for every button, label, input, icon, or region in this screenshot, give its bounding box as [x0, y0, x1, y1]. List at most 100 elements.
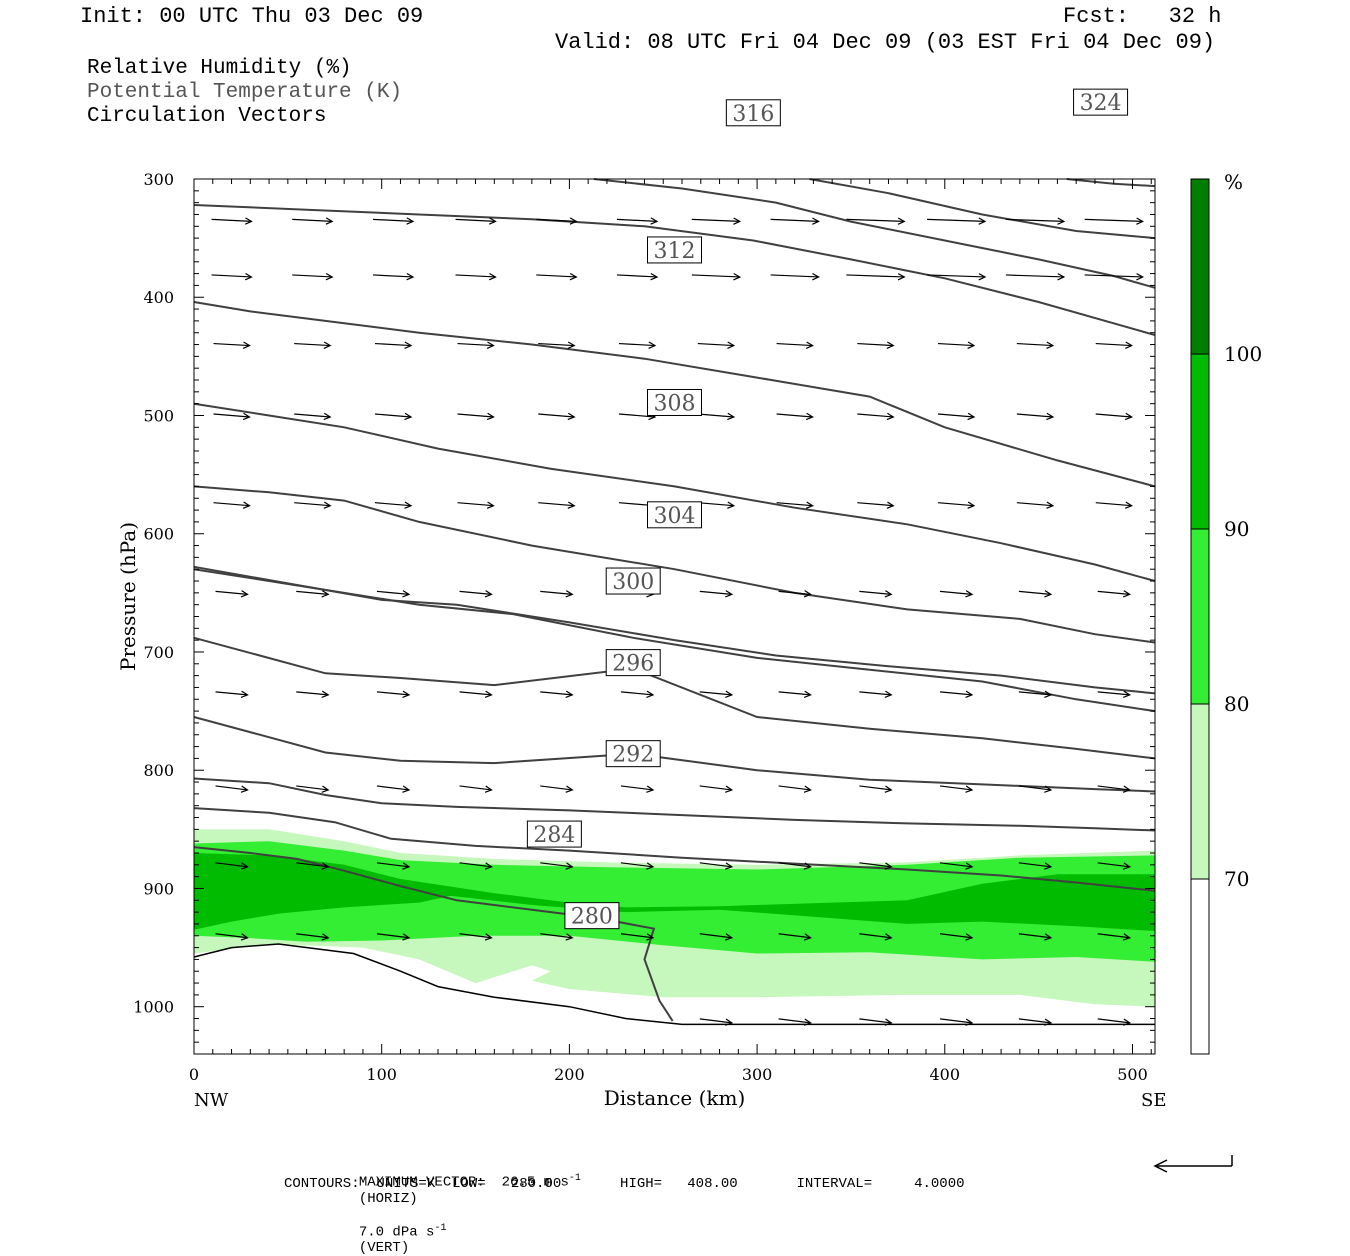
theta-label-324: 324: [1073, 88, 1129, 116]
vector-arrow-icon: [292, 217, 334, 225]
rh-band-2: [194, 853, 1155, 931]
vector-arrow-icon: [857, 412, 895, 421]
vector-arrow-icon: [457, 501, 495, 509]
max-vector-arrow-icon: [1153, 1155, 1233, 1173]
terrain-line: [193, 943, 1155, 1026]
vector-arrow-icon: [459, 862, 493, 870]
theta-label-280: 280: [564, 902, 620, 930]
vector-arrow-icon: [1018, 785, 1053, 793]
x-tick-label: 500: [1117, 1065, 1148, 1084]
vector-arrow-icon: [699, 933, 734, 941]
vector-arrow-icon: [776, 341, 814, 349]
vector-arrow-icon: [296, 933, 330, 941]
init-time: Init: 00 UTC Thu 03 Dec 09: [80, 4, 424, 29]
vector-arrow-icon: [857, 501, 895, 509]
theta-contour-308: [193, 485, 1156, 644]
y-axis-label: Pressure (hPa): [116, 522, 140, 671]
colorbar-unit: %: [1224, 170, 1243, 194]
colorbar-frame: [1190, 178, 1210, 1055]
vector-arrow-icon: [616, 217, 659, 225]
colorbar-label: 80: [1224, 692, 1249, 716]
vector-arrow-icon: [778, 690, 812, 698]
vector-arrow-icon: [938, 341, 976, 349]
theta-contour-304: [193, 565, 1156, 695]
vector-arrow-icon: [540, 590, 574, 598]
vector-arrow-icon: [292, 272, 334, 281]
x-end-label-right: SE: [1141, 1090, 1166, 1111]
vector-arrow-icon: [211, 217, 253, 225]
vector-arrow-icon: [296, 690, 330, 698]
circulation-vectors: [211, 217, 1145, 1026]
vector-arrow-icon: [1018, 590, 1053, 598]
vector-arrow-icon: [215, 862, 249, 870]
vector-arrow-icon: [778, 933, 812, 941]
vector-arrow-icon: [776, 412, 814, 421]
vector-arrow-icon: [778, 1018, 812, 1026]
vector-arrow-icon: [374, 412, 413, 421]
vector-arrow-icon: [211, 272, 253, 281]
vector-arrow-icon: [459, 590, 493, 598]
vector-arrow-icon: [859, 590, 893, 598]
vector-arrow-icon: [459, 933, 493, 941]
theta-label-308: 308: [647, 388, 702, 416]
vector-arrow-icon: [457, 341, 495, 349]
colorbar-label: 100: [1224, 342, 1262, 366]
svg-text:324: 324: [1080, 91, 1122, 116]
vector-arrow-icon: [778, 785, 812, 793]
colorbar-segment: [1191, 879, 1209, 1054]
max-vector-label: MAXIMUM VECTOR: 26.5 m s: [358, 1174, 569, 1191]
vector-arrow-icon: [538, 501, 576, 509]
vector-arrow-icon: [376, 690, 411, 698]
vector-arrow-icon: [778, 862, 812, 870]
vector-arrow-icon: [620, 785, 655, 793]
vector-arrow-icon: [540, 933, 574, 941]
vector-arrow-icon: [1084, 273, 1145, 281]
vector-arrow-icon: [859, 785, 893, 793]
vector-arrow-icon: [457, 412, 495, 421]
rh-band-3: [194, 864, 457, 922]
theta-label-296: 296: [605, 649, 661, 677]
vector-arrow-icon: [927, 217, 987, 225]
valid-time: Valid: 08 UTC Fri 04 Dec 09 (03 EST Fri …: [555, 30, 1216, 55]
vector-arrow-icon: [1097, 590, 1132, 598]
theta-contour-316: [193, 301, 1156, 488]
x-tick-label: 0: [189, 1065, 199, 1084]
y-tick-label: 500: [143, 406, 174, 425]
theta-label-316: 316: [725, 99, 781, 127]
colorbar-label: 70: [1224, 867, 1249, 891]
colorbar-segment: [1191, 704, 1209, 879]
theta-contour-288: [193, 777, 1156, 832]
vector-arrow-icon: [699, 785, 734, 793]
vector-arrow-icon: [699, 690, 734, 698]
vector-arrow-icon: [540, 785, 574, 793]
vector-arrow-icon: [540, 690, 574, 698]
y-tick-label: 800: [143, 761, 174, 780]
svg-text:308: 308: [654, 391, 696, 416]
x-tick-label: 100: [366, 1065, 397, 1084]
field-vectors: Circulation Vectors: [87, 105, 327, 128]
colorbar-label: 90: [1224, 517, 1249, 541]
rh-shading: [194, 829, 1155, 1007]
y-tick-label: 1000: [133, 998, 174, 1017]
vector-arrow-icon: [536, 217, 578, 225]
vector-arrow-icon: [372, 217, 415, 225]
theta-contour-328: [809, 178, 1156, 240]
svg-text:304: 304: [654, 504, 696, 529]
theta-contour-324: [593, 178, 1156, 289]
vector-arrow-icon: [697, 412, 736, 421]
vector-arrow-icon: [699, 862, 734, 870]
vector-arrow-icon: [455, 272, 497, 281]
forecast-hour: Fcst: 32 h: [1063, 4, 1222, 29]
vector-arrow-icon: [939, 933, 974, 941]
vector-arrow-icon: [859, 1018, 893, 1026]
theta-contour-332: [1066, 178, 1156, 188]
terrain: [193, 943, 1155, 1026]
axes: 300 400 500 600 700 800 900 1000 0 100 200 300 400 50…: [116, 170, 1166, 1111]
vector-arrow-icon: [859, 862, 893, 870]
vector-arrow-icon: [374, 341, 413, 349]
vector-arrow-icon: [294, 501, 332, 509]
vector-arrow-icon: [699, 590, 734, 598]
vector-arrow-icon: [1005, 273, 1066, 281]
vector-arrow-icon: [1018, 862, 1053, 870]
vector-arrow-icon: [1097, 933, 1132, 941]
